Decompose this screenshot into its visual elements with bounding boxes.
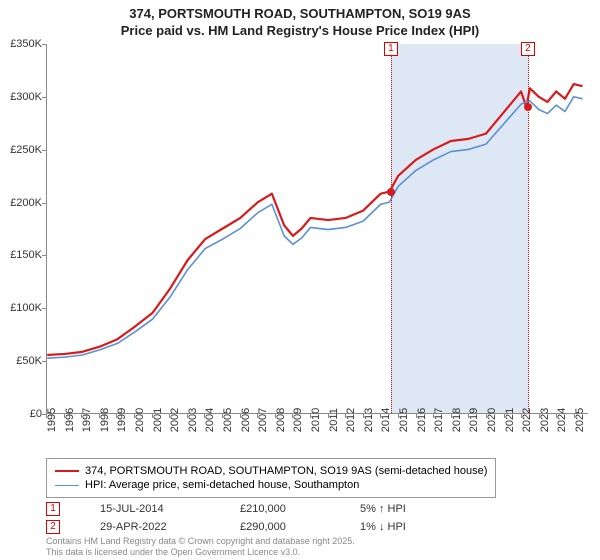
plot-area: 12 <box>46 44 588 414</box>
price-chart: 374, PORTSMOUTH ROAD, SOUTHAMPTON, SO19 … <box>0 0 600 560</box>
sale-price: £210,000 <box>240 503 320 515</box>
y-axis-label: £150K <box>0 249 42 261</box>
x-axis-label: 2013 <box>363 408 375 432</box>
x-axis-label: 1998 <box>99 408 111 432</box>
x-axis-label: 2009 <box>292 408 304 432</box>
sale-date: 15-JUL-2014 <box>100 503 200 515</box>
x-axis-label: 1997 <box>81 408 93 432</box>
legend-item-price-paid: 374, PORTSMOUTH ROAD, SOUTHAMPTON, SO19 … <box>55 465 487 477</box>
sales-table: 1 15-JUL-2014 £210,000 5% HPI 2 29-APR-2022 £2… <box>46 502 406 538</box>
sale-vline <box>528 44 529 413</box>
sale-delta: 5% HPI <box>360 503 406 515</box>
sale-date: 29-APR-2022 <box>100 521 200 533</box>
x-axis-label: 2003 <box>187 408 199 432</box>
sale-vline <box>391 44 392 413</box>
x-axis-label: 2024 <box>556 408 568 432</box>
x-axis-label: 2005 <box>222 408 234 432</box>
sale-row: 2 29-APR-2022 £290,000 1% HPI <box>46 520 406 534</box>
y-axis-label: £0 <box>0 408 42 420</box>
title-line-2: Price paid vs. HM Land Registry's House … <box>0 23 600 40</box>
x-axis-label: 2004 <box>204 408 216 432</box>
y-axis-label: £100K <box>0 302 42 314</box>
sale-row: 1 15-JUL-2014 £210,000 5% HPI <box>46 502 406 516</box>
x-axis-label: 2016 <box>416 408 428 432</box>
sale-marker-2: 2 <box>521 42 535 56</box>
x-axis-label: 1999 <box>116 408 128 432</box>
x-axis-label: 2014 <box>380 408 392 432</box>
chart-title: 374, PORTSMOUTH ROAD, SOUTHAMPTON, SO19 … <box>0 0 600 40</box>
arrow-down-icon <box>379 521 385 533</box>
legend-item-hpi: HPI: Average price, semi-detached house,… <box>55 479 487 491</box>
legend-label: 374, PORTSMOUTH ROAD, SOUTHAMPTON, SO19 … <box>85 465 487 477</box>
x-axis-label: 2001 <box>152 408 164 432</box>
legend: 374, PORTSMOUTH ROAD, SOUTHAMPTON, SO19 … <box>46 458 496 498</box>
arrow-up-icon <box>379 503 385 515</box>
x-axis-label: 2018 <box>451 408 463 432</box>
x-axis-label: 2020 <box>486 408 498 432</box>
sale-price: £290,000 <box>240 521 320 533</box>
x-axis-label: 2015 <box>398 408 410 432</box>
x-axis-label: 1995 <box>46 408 58 432</box>
x-axis-label: 2008 <box>275 408 287 432</box>
x-axis-label: 2023 <box>539 408 551 432</box>
x-axis-label: 2002 <box>169 408 181 432</box>
footer-attribution: Contains HM Land Registry data © Crown c… <box>46 536 355 558</box>
sale-dot <box>524 103 532 111</box>
x-axis-label: 2022 <box>521 408 533 432</box>
y-axis-label: £50K <box>0 355 42 367</box>
chart-svg <box>47 44 588 413</box>
legend-label: HPI: Average price, semi-detached house,… <box>85 479 359 491</box>
sale-marker-1: 1 <box>384 42 398 56</box>
x-axis-label: 2010 <box>310 408 322 432</box>
footer-line-1: Contains HM Land Registry data © Crown c… <box>46 536 355 547</box>
y-axis-label: £300K <box>0 91 42 103</box>
x-axis-label: 2007 <box>257 408 269 432</box>
x-axis-label: 2021 <box>504 408 516 432</box>
sale-row-marker: 1 <box>46 502 60 516</box>
x-axis-label: 2012 <box>345 408 357 432</box>
x-axis-label: 2025 <box>574 408 586 432</box>
x-axis-label: 2006 <box>240 408 252 432</box>
x-axis-label: 2017 <box>433 408 445 432</box>
sale-row-marker: 2 <box>46 520 60 534</box>
y-axis-label: £350K <box>0 38 42 50</box>
legend-swatch <box>55 485 79 486</box>
sale-dot <box>387 188 395 196</box>
title-line-1: 374, PORTSMOUTH ROAD, SOUTHAMPTON, SO19 … <box>0 6 600 23</box>
sale-delta: 1% HPI <box>360 521 406 533</box>
legend-swatch <box>55 470 79 472</box>
y-axis-label: £200K <box>0 197 42 209</box>
x-axis-label: 2011 <box>328 408 340 432</box>
x-axis-label: 2019 <box>468 408 480 432</box>
x-axis-label: 1996 <box>64 408 76 432</box>
footer-line-2: This data is licensed under the Open Gov… <box>46 547 355 558</box>
y-axis-label: £250K <box>0 144 42 156</box>
x-axis-label: 2000 <box>134 408 146 432</box>
series-hpi <box>47 97 582 358</box>
